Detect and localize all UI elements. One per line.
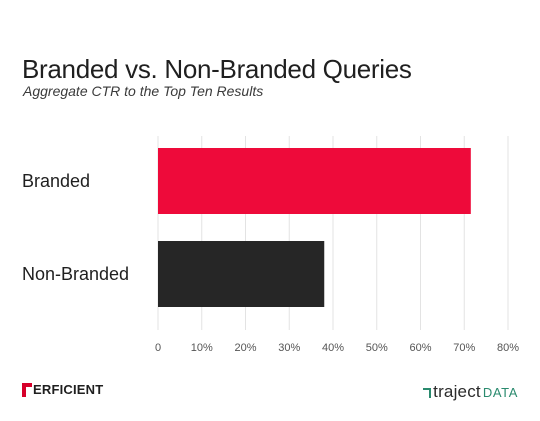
- x-tick-label: 50%: [366, 342, 388, 354]
- perficient-p-icon: [22, 382, 32, 397]
- bars: [158, 148, 471, 307]
- chart-title: Branded vs. Non-Branded Queries: [22, 54, 412, 84]
- x-tick-label: 40%: [322, 342, 344, 354]
- x-tick-labels: 0 10% 20% 30% 40% 50% 60% 70% 80%: [155, 342, 519, 354]
- traject-corner-icon: [423, 388, 432, 398]
- x-tick-label: 0: [155, 342, 161, 354]
- traject-logo-text: traject: [433, 382, 481, 401]
- traject-data-logo: traject DATA: [423, 382, 518, 402]
- traject-logo-suffix: DATA: [482, 384, 518, 400]
- category-label: Non-Branded: [22, 264, 129, 284]
- perficient-logo: ERFICIENT: [22, 382, 103, 397]
- x-tick-label: 20%: [234, 342, 256, 354]
- chart-subtitle: Aggregate CTR to the Top Ten Results: [23, 83, 264, 99]
- category-labels: Branded Non-Branded: [22, 171, 129, 284]
- perficient-logo-text: ERFICIENT: [33, 382, 104, 397]
- bar-non-branded: [158, 241, 325, 307]
- x-tick-label: 10%: [191, 342, 213, 354]
- x-tick-label: 60%: [409, 342, 431, 354]
- category-label: Branded: [22, 171, 90, 191]
- x-tick-label: 70%: [453, 342, 475, 354]
- bar-branded: [158, 148, 471, 214]
- x-tick-label: 30%: [278, 342, 300, 354]
- x-tick-label: 80%: [497, 342, 519, 354]
